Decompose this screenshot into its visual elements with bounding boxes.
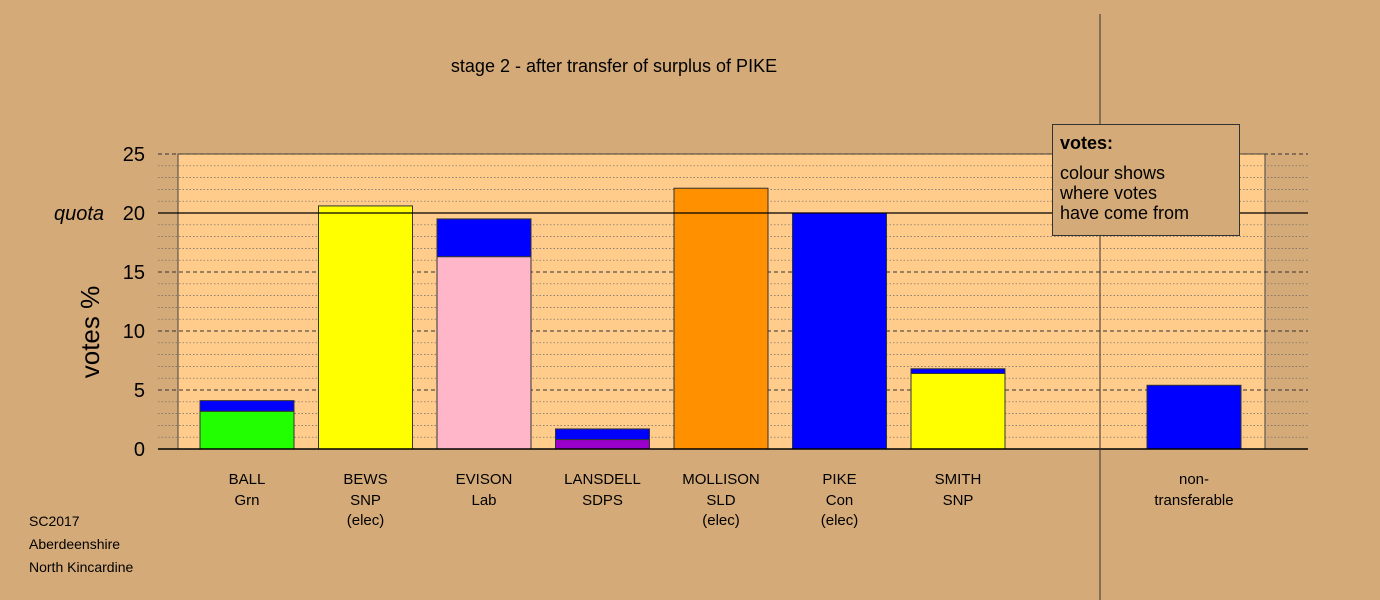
legend-line-1: colour shows bbox=[1060, 163, 1166, 183]
bar-segment bbox=[555, 439, 650, 450]
candidate-status: (elec) bbox=[821, 512, 859, 529]
candidate-party: Lab bbox=[471, 492, 496, 509]
candidate-party: SDPS bbox=[582, 492, 623, 509]
footer-election: SC2017 bbox=[29, 513, 80, 529]
y-tick-label: 10 bbox=[123, 321, 145, 343]
footer-caption: SC2017 Aberdeenshire North Kincardine bbox=[29, 510, 133, 579]
nontransferable-label: transferable bbox=[1154, 492, 1233, 509]
chart-legend: votes: colour shows where votes have com… bbox=[1052, 124, 1240, 236]
candidate-name: SMITH bbox=[935, 471, 982, 488]
y-tick-label: 5 bbox=[134, 380, 145, 402]
candidate-party: SNP bbox=[350, 492, 381, 509]
bar-segment bbox=[199, 410, 295, 450]
candidate-party: Grn bbox=[234, 492, 259, 509]
legend-line-3: have come from bbox=[1060, 203, 1190, 223]
candidate-name: BEWS bbox=[343, 471, 387, 488]
chart-title: stage 2 - after transfer of surplus of P… bbox=[451, 56, 777, 76]
candidate-name: BALL bbox=[229, 471, 266, 488]
nontransferable-label: non- bbox=[1179, 471, 1209, 488]
candidate-status: (elec) bbox=[702, 512, 740, 529]
legend-title: votes: bbox=[1060, 133, 1114, 153]
candidate-party: SLD bbox=[706, 492, 735, 509]
bar-segment bbox=[199, 400, 295, 412]
candidate-name: MOLLISON bbox=[682, 471, 760, 488]
candidate-name: PIKE bbox=[822, 471, 856, 488]
bar-segment bbox=[436, 256, 532, 450]
candidate-name: EVISON bbox=[456, 471, 513, 488]
y-tick-label: 20 bbox=[123, 203, 145, 225]
y-tick-label: 25 bbox=[123, 144, 145, 166]
y-tick-label: 0 bbox=[134, 439, 145, 461]
legend-line-2: where votes bbox=[1060, 183, 1158, 203]
candidate-status: (elec) bbox=[347, 512, 385, 529]
bar-segment bbox=[910, 372, 1006, 450]
y-axis-label: votes % bbox=[75, 286, 105, 379]
bar-segment bbox=[673, 187, 769, 450]
candidate-name: LANSDELL bbox=[564, 471, 641, 488]
nontransferable-bar bbox=[1146, 384, 1242, 450]
bar-segment bbox=[318, 205, 413, 450]
bar-segment bbox=[910, 368, 1006, 374]
quota-label: quota bbox=[54, 203, 104, 225]
bar-segment bbox=[436, 218, 532, 258]
candidate-party: Con bbox=[826, 492, 854, 509]
bar-segment bbox=[555, 428, 650, 441]
footer-council: Aberdeenshire bbox=[29, 536, 121, 552]
bar-segment bbox=[792, 212, 887, 450]
y-tick-label: 15 bbox=[123, 262, 145, 284]
footer-ward: North Kincardine bbox=[29, 559, 134, 575]
candidate-party: SNP bbox=[943, 492, 974, 509]
